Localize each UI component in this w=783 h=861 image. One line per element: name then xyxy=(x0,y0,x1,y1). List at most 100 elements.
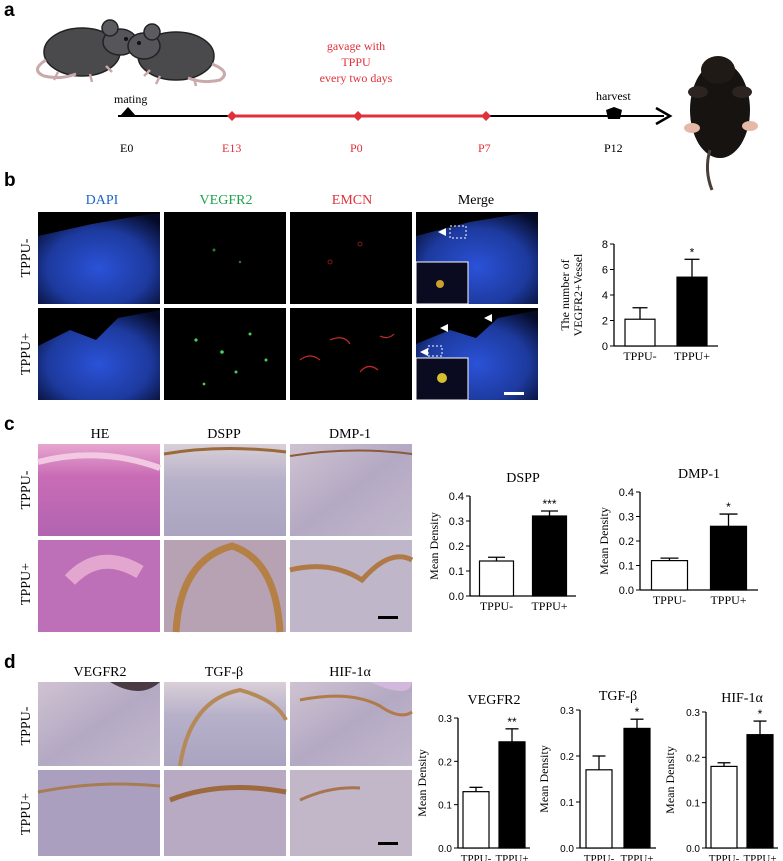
bar-TPPU+ xyxy=(498,741,526,849)
col-title-hif1a: HIF-1α xyxy=(329,665,371,680)
fluor-image-merge-neg xyxy=(415,212,538,305)
fluor-image-emcn-neg xyxy=(290,212,412,304)
row-label-d-neg: TPPU- xyxy=(19,706,34,745)
col-title-dapi: DAPI xyxy=(86,193,119,208)
bar-TPPU- xyxy=(478,560,515,597)
e13-marker xyxy=(227,111,237,121)
x-tick-label: TPPU+ xyxy=(710,593,746,607)
pup-photo xyxy=(684,56,758,191)
y-tick-label: 0 xyxy=(602,341,608,353)
row-label-c-pos: TPPU+ xyxy=(19,563,34,605)
y-tick-label: 0.3 xyxy=(560,706,574,717)
row-label-b-neg: TPPU- xyxy=(19,238,34,277)
ihc-vegfr2-neg xyxy=(38,682,160,766)
ihc-vegfr2-pos xyxy=(37,770,161,856)
col-title-dmp1: DMP-1 xyxy=(329,427,371,442)
chart-title: HIF-1α xyxy=(721,691,763,706)
treatment-line-1: gavage with xyxy=(327,39,385,53)
y-tick-label: 0.1 xyxy=(686,799,700,810)
fluor-image-emcn-pos xyxy=(290,308,412,400)
y-axis-label: Mean Density xyxy=(415,749,429,817)
y-tick-label: 0.0 xyxy=(438,844,452,855)
y-axis-label: Mean Density xyxy=(597,507,611,575)
timeline-label-harvest: harvest xyxy=(596,89,631,103)
col-title-vegfr2-d: VEGFR2 xyxy=(74,665,127,680)
bar-TPPU- xyxy=(650,559,689,591)
timeline-label-e0: E0 xyxy=(120,141,133,155)
y-tick-label: 6 xyxy=(602,265,608,277)
y-axis-label: Mean Density xyxy=(663,746,677,814)
significance-marker: *** xyxy=(542,497,556,511)
chart-title: VEGFR2 xyxy=(468,693,521,708)
ihc-tgfb-pos xyxy=(164,770,287,856)
timeline-label-mating: mating xyxy=(114,92,147,106)
y-axis-label: The number of xyxy=(558,259,572,330)
x-tick-label: TPPU+ xyxy=(743,853,776,861)
histology-dspp-neg xyxy=(163,444,287,536)
col-title-vegfr2: VEGFR2 xyxy=(200,193,253,208)
ihc-hif1a-neg xyxy=(290,682,413,766)
y-tick-label: 0.3 xyxy=(438,714,452,725)
timeline-label-e13: E13 xyxy=(222,141,241,155)
y-tick-label: 0.1 xyxy=(619,561,634,573)
timeline-label-p7: P7 xyxy=(478,141,491,155)
significance-marker: * xyxy=(758,707,763,721)
significance-marker: * xyxy=(690,245,695,259)
ihc-tgfb-neg xyxy=(164,682,288,767)
panel-letter-a: a xyxy=(4,0,15,21)
y-tick-label: 0.2 xyxy=(560,752,574,763)
ihc-hif1a-pos xyxy=(290,770,412,856)
y-tick-label: 0.2 xyxy=(438,757,452,768)
y-tick-label: 0.0 xyxy=(449,591,464,603)
panel-letter-c: c xyxy=(4,414,15,435)
harvest-marker xyxy=(606,107,622,119)
x-tick-label: TPPU- xyxy=(709,853,740,861)
y-tick-label: 0.1 xyxy=(449,566,464,578)
x-tick-label: TPPU- xyxy=(480,599,513,613)
bar-chart-b: 0 2 4 6 8 TPPU- TPPU+ * The number of VEGFR2+Vess… xyxy=(558,239,718,363)
significance-marker: ** xyxy=(507,715,517,729)
p0-marker xyxy=(353,111,363,121)
bar-TPPU+ xyxy=(676,276,708,347)
y-tick-label: 0.3 xyxy=(686,708,700,719)
panel-letter-d: d xyxy=(4,652,16,673)
bar-chart-c1: 0.0 0.1 0.2 0.3 0.4 TPPU- TPPU+ ***DSPP Mean Den… xyxy=(427,471,576,613)
x-tick-label: TPPU+ xyxy=(674,349,710,363)
y-tick-label: 0.4 xyxy=(619,487,634,499)
fluor-image-merge-pos xyxy=(415,308,538,401)
histology-he-neg xyxy=(37,444,162,536)
p7-marker xyxy=(481,111,491,121)
y-tick-label: 0.0 xyxy=(619,585,634,597)
significance-marker: * xyxy=(726,500,731,514)
treatment-line-2: TPPU xyxy=(341,55,371,69)
y-axis-label: Mean Density xyxy=(427,512,441,580)
bar-chart-d3: 0.0 0.1 0.2 0.3 TPPU- TPPU+ *HIF-1α Mean Densit… xyxy=(663,691,778,861)
x-tick-label: TPPU+ xyxy=(620,853,653,861)
y-tick-label: 0.3 xyxy=(619,512,634,524)
fluor-image-dapi-neg xyxy=(38,212,160,304)
fluor-image-vegfr2-neg xyxy=(164,212,286,304)
y-tick-label: 0.3 xyxy=(449,516,464,528)
y-tick-label: 0.2 xyxy=(449,541,464,553)
col-title-tgfb: TGF-β xyxy=(205,665,243,680)
chart-title: TGF-β xyxy=(599,689,637,704)
mating-marker xyxy=(120,107,136,116)
bar-chart-d1: 0.0 0.1 0.2 0.3 TPPU- TPPU+ ** VEGFR2 Mean Densi… xyxy=(415,693,530,861)
y-tick-label: 0.0 xyxy=(560,844,574,855)
bar-chart-c2: 0.0 0.1 0.2 0.3 0.4 TPPU- TPPU+ * DMP-1 Mean Dens… xyxy=(597,467,758,607)
scale-bar xyxy=(378,616,398,619)
x-tick-label: TPPU+ xyxy=(495,853,528,861)
x-tick-label: TPPU- xyxy=(584,853,615,861)
histology-dspp-pos xyxy=(164,540,286,633)
y-axis-label: VEGFR2+Vessel xyxy=(571,253,585,336)
col-title-merge: Merge xyxy=(458,193,494,208)
timeline xyxy=(118,106,673,126)
panel-letter-b: b xyxy=(4,170,16,191)
y-tick-label: 0.0 xyxy=(686,844,700,855)
y-tick-label: 0.1 xyxy=(438,801,452,812)
treatment-line-3: every two days xyxy=(320,71,393,85)
x-tick-label: TPPU- xyxy=(623,349,656,363)
y-tick-label: 0.2 xyxy=(686,753,700,764)
timeline-label-p0: P0 xyxy=(350,141,363,155)
